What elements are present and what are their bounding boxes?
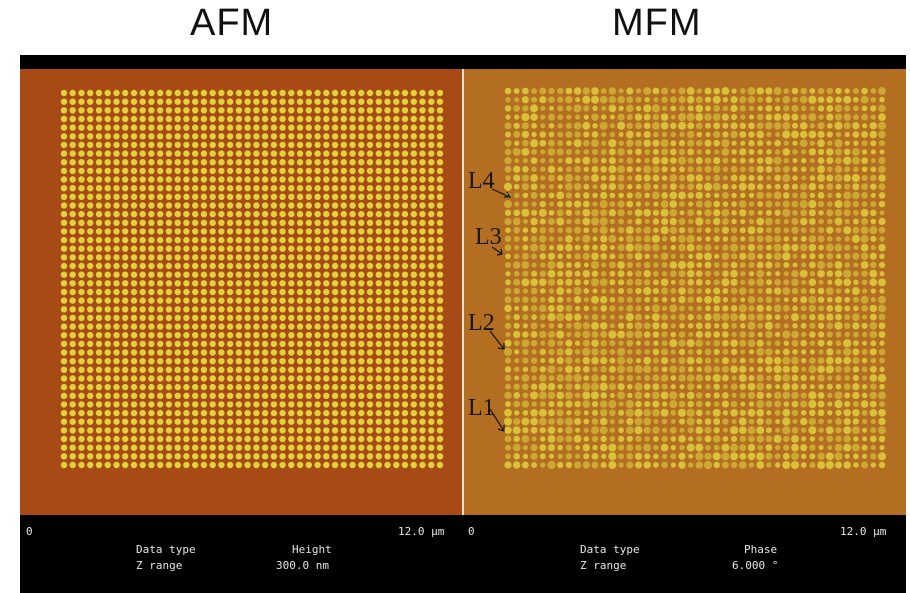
mfm-data-type-label: Data type (580, 543, 640, 556)
mfm-scale-start: 0 (468, 525, 475, 538)
afm-scale-end: 12.0 µm (398, 525, 445, 538)
afm-data-type-value: Height (292, 543, 332, 556)
top-bar (20, 55, 906, 69)
afm-image (20, 69, 462, 515)
bottom-info-bar: 0 12.0 µm Data type Height Z range 300.0… (20, 515, 906, 593)
mfm-z-range-value: 6.000 ° (732, 559, 779, 572)
afm-data-type-label: Data type (136, 543, 196, 556)
annotation-l3: L3 (475, 224, 502, 250)
annotation-arrows (489, 188, 512, 432)
mfm-scale-end: 12.0 µm (840, 525, 887, 538)
annotation-l4: L4 (468, 168, 495, 194)
mfm-data-type-value: Phase (744, 543, 778, 556)
mfm-z-range-label: Z range (580, 559, 627, 572)
afm-dot-array (60, 89, 444, 469)
mfm-title: MFM (612, 2, 702, 44)
afm-title: AFM (190, 2, 274, 44)
annotation-l1: L1 (468, 395, 495, 421)
afm-z-range-label: Z range (136, 559, 183, 572)
panel-divider (462, 69, 464, 515)
mfm-image (464, 69, 906, 515)
afm-z-range-value: 300.0 nm (276, 559, 329, 572)
afm-scale-start: 0 (26, 525, 33, 538)
mfm-dot-array (503, 87, 887, 470)
annotation-l2: L2 (468, 310, 495, 336)
